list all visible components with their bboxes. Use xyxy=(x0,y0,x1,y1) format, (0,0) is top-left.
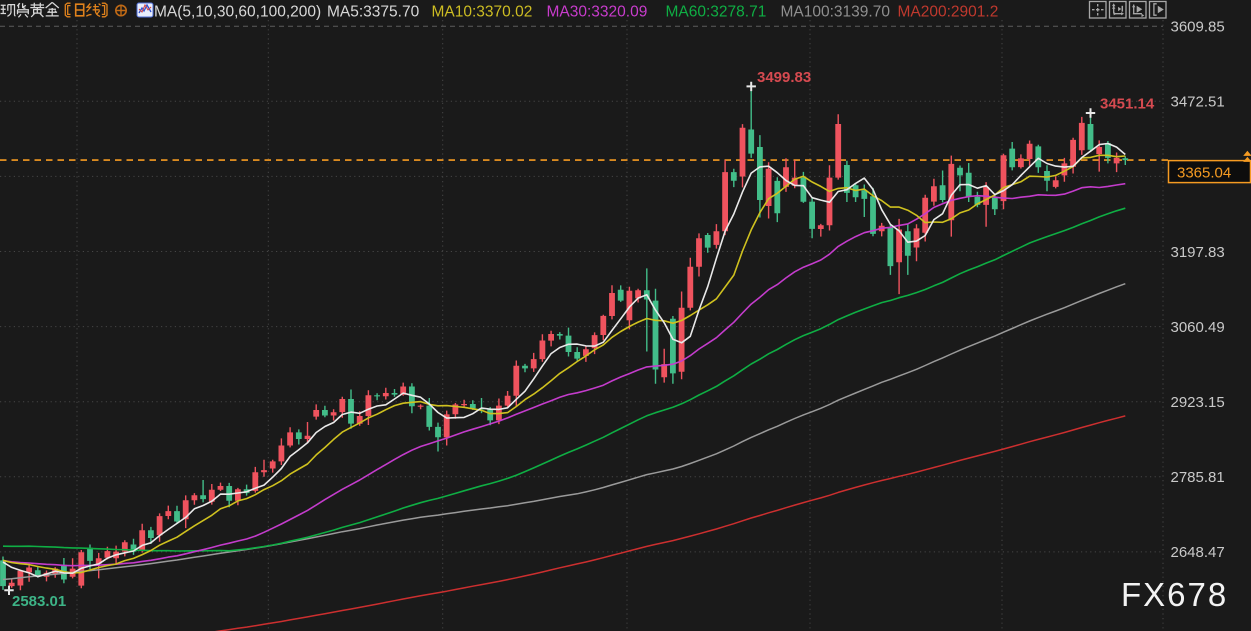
svg-text:MA30:3320.09: MA30:3320.09 xyxy=(547,4,648,21)
svg-text:MA5:3375.70: MA5:3375.70 xyxy=(327,4,420,21)
svg-text:MA(5,10,30,60,100,200): MA(5,10,30,60,100,200) xyxy=(154,4,321,21)
svg-text:3499.83: 3499.83 xyxy=(757,69,811,86)
svg-text:2648.47: 2648.47 xyxy=(1171,544,1225,561)
svg-text:2583.01: 2583.01 xyxy=(12,593,66,610)
svg-text:FX678: FX678 xyxy=(1121,576,1228,613)
svg-text:3451.14: 3451.14 xyxy=(1100,96,1155,113)
svg-text:MA60:3278.71: MA60:3278.71 xyxy=(666,4,767,21)
svg-text:2785.81: 2785.81 xyxy=(1171,469,1225,486)
svg-text:MA10:3370.02: MA10:3370.02 xyxy=(432,4,533,21)
svg-text:3060.49: 3060.49 xyxy=(1171,319,1225,336)
svg-text:MA200:2901.2: MA200:2901.2 xyxy=(898,4,999,21)
svg-text:3197.83: 3197.83 xyxy=(1171,244,1225,261)
svg-text:3472.51: 3472.51 xyxy=(1171,94,1225,111)
svg-text:MA100:3139.70: MA100:3139.70 xyxy=(781,4,891,21)
svg-text:3365.04: 3365.04 xyxy=(1177,165,1231,182)
svg-text:2923.15: 2923.15 xyxy=(1171,394,1225,411)
svg-text:3609.85: 3609.85 xyxy=(1171,19,1225,36)
